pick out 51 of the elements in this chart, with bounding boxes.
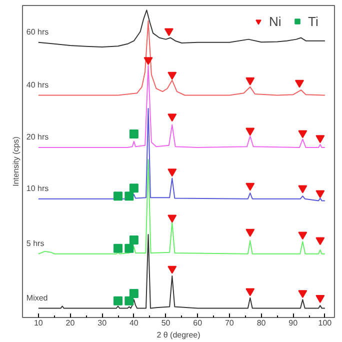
point — [124, 296, 134, 306]
point — [129, 129, 138, 138]
legend-label: Ti — [308, 14, 320, 28]
point — [114, 192, 123, 201]
series-label: 60 hrs — [26, 27, 49, 36]
point — [246, 228, 255, 237]
series-label: 40 hrs — [26, 80, 49, 90]
point — [294, 80, 304, 88]
point — [124, 192, 134, 201]
x-tick-label: 20 — [66, 318, 76, 328]
x-tick-label: 50 — [161, 318, 171, 328]
y-axis-title: Intensity (cps) — [12, 136, 20, 186]
x-tick-label: 60 — [193, 318, 203, 328]
x-axis-title: 2 θ (degree) — [156, 330, 201, 340]
point — [164, 28, 174, 36]
point — [129, 184, 138, 193]
point — [129, 236, 138, 245]
point — [129, 289, 138, 298]
point — [246, 128, 255, 136]
point — [298, 232, 308, 240]
x-tick-label: 30 — [98, 318, 108, 328]
x-tick-label: 80 — [256, 318, 266, 328]
point — [316, 295, 325, 303]
point — [168, 72, 177, 80]
series-label: 5 hrs — [26, 238, 44, 248]
series-label: 10 hrs — [26, 184, 49, 193]
x-tick-label: 70 — [224, 318, 234, 328]
x-tick-label: 10 — [34, 318, 44, 328]
point — [246, 182, 255, 191]
point — [316, 190, 325, 198]
x-tick-label: 40 — [129, 318, 139, 328]
point — [168, 168, 177, 177]
point — [298, 130, 308, 138]
point — [168, 266, 177, 274]
point — [316, 135, 325, 144]
x-tick-label: 90 — [288, 318, 298, 328]
point — [298, 185, 308, 194]
point — [168, 114, 177, 122]
series-label: Mixed — [26, 293, 48, 302]
point — [168, 214, 177, 223]
x-tick-label: 100 — [318, 318, 332, 328]
series-label: 20 hrs — [26, 132, 49, 142]
point — [124, 244, 134, 253]
legend-label: Ni — [269, 14, 282, 28]
point — [246, 288, 255, 296]
point — [114, 244, 123, 253]
point — [114, 296, 123, 306]
point — [246, 77, 255, 86]
point — [298, 290, 308, 298]
point — [316, 237, 325, 246]
point — [144, 57, 153, 66]
